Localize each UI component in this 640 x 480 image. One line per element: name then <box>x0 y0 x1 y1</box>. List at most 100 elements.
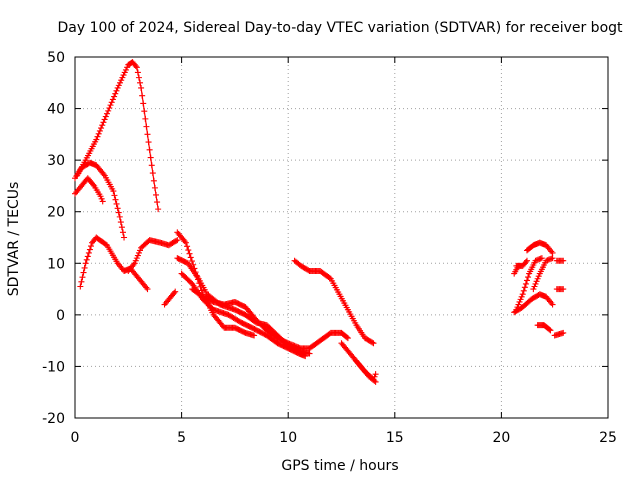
x-tick-label: 0 <box>71 430 80 446</box>
data-point <box>113 87 120 94</box>
series-arc1 <box>74 59 162 213</box>
data-point <box>522 280 529 287</box>
x-tick-label: 20 <box>492 430 510 446</box>
data-point <box>111 93 118 100</box>
y-axis-label: SDTVAR / TECUs <box>6 182 22 297</box>
grid-lines <box>75 57 608 418</box>
x-tick-label: 10 <box>279 430 297 446</box>
series-arc18 <box>530 255 556 293</box>
data-point <box>171 289 178 296</box>
data-point <box>132 257 139 264</box>
data-point <box>560 286 567 293</box>
data-point <box>112 90 119 97</box>
data-point <box>107 102 114 109</box>
data-point <box>106 104 113 111</box>
data-point <box>522 258 529 265</box>
data-point <box>86 246 93 253</box>
data-point <box>137 79 144 86</box>
data-point <box>132 63 139 70</box>
data-point <box>122 66 129 73</box>
data-point <box>102 113 109 120</box>
data-point <box>114 205 121 212</box>
data-point <box>117 79 124 86</box>
data-point <box>344 335 351 342</box>
series-arc19 <box>553 257 567 264</box>
data-point <box>153 191 160 198</box>
data-point <box>97 193 104 200</box>
data-point <box>133 64 140 71</box>
data-point <box>117 219 124 226</box>
series-arc15 <box>511 262 522 277</box>
data-point <box>547 327 554 334</box>
series-arc13 <box>353 358 379 383</box>
series-arc3 <box>72 175 106 205</box>
data-point <box>133 255 140 262</box>
data-point <box>560 329 567 336</box>
data-point <box>83 256 90 263</box>
data-point <box>121 234 128 241</box>
y-tick-label: 20 <box>47 205 65 221</box>
series-arc10 <box>189 286 351 352</box>
data-point <box>144 286 151 293</box>
data-point <box>142 115 149 122</box>
data-point <box>143 123 150 130</box>
y-tick-label: -20 <box>42 411 65 427</box>
series-arc6 <box>161 288 179 308</box>
data-point <box>530 286 537 293</box>
data-point <box>172 288 179 295</box>
data-point <box>81 264 88 271</box>
data-point <box>115 82 122 89</box>
data-point <box>115 209 122 216</box>
data-point <box>120 72 127 79</box>
data-series <box>72 59 567 385</box>
data-point <box>80 269 87 276</box>
data-point <box>113 200 120 207</box>
data-point <box>174 237 181 244</box>
series-arc2 <box>72 159 128 241</box>
data-point <box>532 280 539 287</box>
data-point <box>137 247 144 254</box>
data-point <box>103 110 110 117</box>
x-tick-label: 25 <box>599 430 617 446</box>
data-point <box>114 84 121 91</box>
data-point <box>93 136 100 143</box>
data-point <box>549 301 556 308</box>
data-point <box>523 257 530 264</box>
data-point <box>184 243 191 250</box>
data-point <box>111 192 118 199</box>
data-point <box>145 139 152 146</box>
data-point <box>85 249 92 256</box>
data-point <box>148 162 155 169</box>
data-point <box>372 371 379 378</box>
series-arc16 <box>523 239 556 256</box>
data-point <box>139 92 146 99</box>
data-point <box>370 376 377 383</box>
data-point <box>149 170 156 177</box>
data-point <box>110 188 117 195</box>
data-point <box>105 107 112 114</box>
data-point <box>82 260 89 267</box>
y-tick-label: -10 <box>42 359 65 375</box>
data-point <box>535 273 542 280</box>
data-point <box>108 99 115 106</box>
data-point <box>302 353 309 360</box>
data-point <box>369 339 376 346</box>
data-point <box>78 278 85 285</box>
data-point <box>560 257 567 264</box>
x-axis-label: GPS time / hours <box>281 458 398 474</box>
data-point <box>119 74 126 81</box>
series-arc5 <box>125 237 181 275</box>
data-point <box>370 340 377 347</box>
data-point <box>77 283 84 290</box>
y-tick-label: 30 <box>47 153 65 169</box>
data-point <box>101 116 108 123</box>
series-arc23 <box>551 329 567 339</box>
data-point <box>134 69 141 76</box>
y-tick-label: 40 <box>47 102 65 118</box>
y-tick-label: 50 <box>47 50 65 66</box>
y-tick-label: 0 <box>56 308 65 324</box>
data-point <box>124 64 131 71</box>
data-point <box>306 350 313 357</box>
data-point <box>135 74 142 81</box>
data-point <box>95 130 102 137</box>
